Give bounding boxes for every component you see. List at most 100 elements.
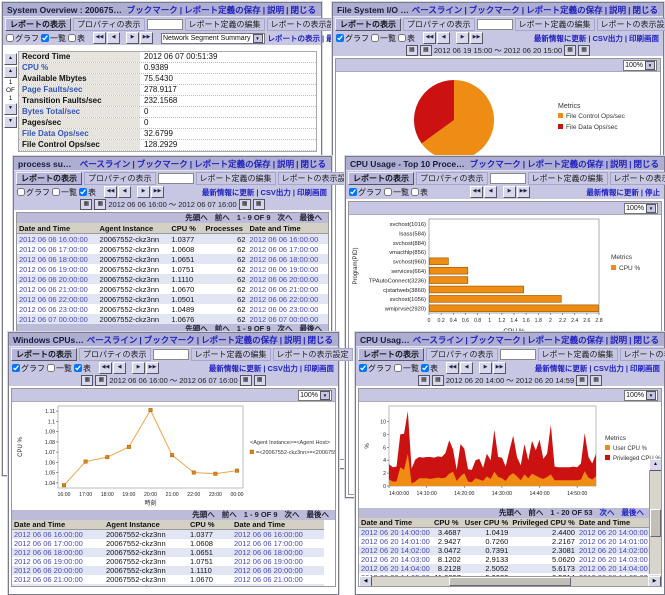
nav-next-button[interactable]: ▶	[479, 362, 492, 374]
nav-next-button[interactable]: ▶	[132, 362, 145, 374]
scroll-right-icon[interactable]: ▶	[648, 575, 661, 586]
toolbar-link[interactable]: 閉じる	[632, 4, 658, 15]
list-checkbox[interactable]	[371, 34, 379, 42]
nav-first-button[interactable]: ◀◀	[423, 32, 436, 44]
pagination-first[interactable]: 先頭へ	[185, 213, 208, 222]
table-cell-link[interactable]: 2012 06 06 19:00:00	[19, 264, 88, 274]
toolbar-link[interactable]: ベースライン	[411, 4, 463, 15]
tab-display-settings[interactable]: レポートの表示設定	[277, 171, 358, 185]
calendar-icon[interactable]: ▦	[564, 45, 577, 56]
toolbar-link[interactable]: 説明	[610, 334, 628, 345]
table-cell-link[interactable]: 2012 06 06 20:00:00	[14, 566, 83, 575]
titlebar[interactable]: process summary : 20067552-ckz3nn<Window…	[14, 157, 331, 170]
toolbar-link[interactable]: 印刷画面	[630, 363, 660, 373]
titlebar[interactable]: File System I/O Summary : hostpfm<Window…	[333, 3, 663, 16]
toolbar-link[interactable]: 閉じる	[300, 158, 326, 169]
nav-first-button[interactable]: ◀◀	[93, 32, 106, 44]
graph-checkbox[interactable]	[359, 364, 367, 372]
pagination-first[interactable]: 先頭へ	[185, 324, 208, 333]
titlebar[interactable]: Windows CPUs : 20067552-ckz3nn<Windows> …	[9, 333, 338, 346]
scrollbar-thumb[interactable]	[650, 508, 661, 537]
table-cell-link[interactable]: 2012 06 06 16:00:00	[14, 530, 83, 539]
toolbar-link[interactable]: 閉じる	[307, 334, 333, 345]
tab-display-settings[interactable]: レポートの表示設定	[619, 347, 665, 361]
table-cell-link[interactable]: 2012 06 06 18:00:00	[14, 548, 83, 557]
table-checkbox-label[interactable]: 表	[74, 363, 91, 374]
graph-checkbox[interactable]	[12, 364, 20, 372]
horizontal-scrollbar[interactable]: ◀ ▶	[359, 575, 661, 586]
table-cell-link[interactable]: 2012 06 06 21:00:00	[14, 575, 83, 584]
toolbar-link[interactable]: ベースライン	[412, 334, 464, 345]
toolbar-link[interactable]: ブックマーク	[469, 334, 521, 345]
field-label[interactable]: File Data Ops/sec	[19, 129, 140, 139]
table-cell-link[interactable]: 2012 06 06 19:00:00	[234, 557, 303, 566]
calendar-icon[interactable]: ▦	[576, 375, 589, 386]
tab-edit-definition[interactable]: レポート定義の編集	[537, 347, 618, 361]
list-checkbox[interactable]	[384, 188, 392, 196]
tab-edit-definition[interactable]: レポート定義の編集	[184, 17, 265, 31]
nav-first-button[interactable]: ◀◀	[104, 186, 117, 198]
report-filter-input[interactable]	[476, 18, 513, 30]
pagination-prev[interactable]: 前へ	[221, 510, 237, 519]
zoom-select[interactable]: 100% ▼	[298, 389, 332, 401]
toolbar-link[interactable]: ブックマーク	[469, 158, 521, 169]
tab-edit-definition[interactable]: レポート定義の編集	[190, 347, 271, 361]
table-cell-link[interactable]: 2012 06 06 20:00:00	[19, 274, 88, 284]
nav-prev-button[interactable]: ◀	[460, 362, 473, 374]
titlebar[interactable]: System Overview : 20067552-ckz3nn<Window…	[3, 3, 321, 16]
toolbar-link[interactable]: ベースライン	[79, 158, 131, 169]
graph-checkbox-label[interactable]: グラフ	[6, 33, 39, 44]
table-checkbox-label[interactable]: 表	[398, 33, 415, 44]
calendar-icon[interactable]: ▦	[81, 375, 94, 386]
nav-last-button[interactable]: ▶▶	[146, 362, 159, 374]
nav-last-button[interactable]: ▶▶	[470, 32, 483, 44]
table-checkbox[interactable]	[74, 364, 82, 372]
table-cell-link[interactable]: 2012 06 07 00:00:00	[249, 314, 319, 324]
table-cell-link[interactable]: 2012 06 20 14:03:00	[578, 555, 648, 564]
list-checkbox-label[interactable]: 一覧	[371, 33, 396, 44]
list-checkbox-label[interactable]: 一覧	[52, 187, 77, 198]
nav-next-button[interactable]: ▶	[137, 186, 150, 198]
table-cell-link[interactable]: 2012 06 20 14:01:00	[361, 537, 430, 546]
table-checkbox[interactable]	[398, 34, 406, 42]
graph-checkbox[interactable]	[17, 188, 25, 196]
pagination-prev[interactable]: 前へ	[214, 324, 230, 333]
toolbar-link[interactable]: ブックマーク	[143, 334, 195, 345]
table-cell-link[interactable]: 2012 06 06 20:00:00	[249, 274, 319, 284]
table-cell-link[interactable]: 2012 06 06 23:00:00	[19, 304, 88, 314]
zoom-select[interactable]: 100% ▼	[624, 389, 658, 401]
table-cell-link[interactable]: 2012 06 06 16:00:00	[234, 530, 303, 539]
nav-last-button[interactable]: ▶▶	[493, 362, 506, 374]
toolbar-link[interactable]: レポート定義の保存	[527, 334, 604, 345]
table-cell-link[interactable]: 2012 06 06 17:00:00	[14, 539, 83, 548]
tab-show-report[interactable]: レポートの表示	[358, 347, 424, 361]
pagination-last[interactable]: 最後へ	[621, 508, 645, 517]
table-cell-link[interactable]: 2012 06 06 18:00:00	[234, 548, 303, 557]
toolbar-link[interactable]: 説明	[277, 158, 295, 169]
toolbar-link[interactable]: ブックマーク	[126, 4, 178, 15]
toolbar-link[interactable]: CSV出力	[267, 363, 298, 373]
tab-edit-definition[interactable]: レポート定義の編集	[514, 17, 595, 31]
tab-properties[interactable]: プロパティの表示	[79, 347, 151, 361]
toolbar-link[interactable]: 閉じる	[290, 4, 316, 15]
calendar-icon[interactable]: ▦	[419, 45, 432, 56]
nav-prev-button[interactable]: ◀	[437, 32, 450, 44]
table-cell-link[interactable]: 2012 06 20 14:01:00	[578, 537, 648, 546]
scroll-up-icon[interactable]: ▲	[649, 459, 661, 471]
calendar-icon[interactable]: ▦	[95, 375, 108, 386]
toolbar-link[interactable]: 印刷画面	[629, 33, 659, 43]
graph-checkbox-label[interactable]: グラフ	[336, 33, 369, 44]
toolbar-link[interactable]: 説明	[610, 158, 628, 169]
tab-edit-definition[interactable]: レポート定義の編集	[527, 171, 608, 185]
report-filter-input[interactable]	[489, 172, 526, 184]
nav-first-button[interactable]: ◀◀	[99, 362, 112, 374]
table-cell-link[interactable]: 2012 06 06 19:00:00	[14, 557, 83, 566]
nav-prev-button[interactable]: ◀	[118, 186, 131, 198]
vertical-scrollbar[interactable]: ▲ ▼	[649, 459, 661, 586]
table-checkbox[interactable]	[411, 188, 419, 196]
toolbar-link[interactable]: レポート定義の保存	[527, 158, 604, 169]
report-filter-input[interactable]	[499, 348, 536, 360]
pagination-last[interactable]: 最後へ	[299, 213, 323, 222]
calendar-icon[interactable]: ▦	[417, 375, 430, 386]
pagination-next[interactable]: 次へ	[277, 324, 293, 333]
